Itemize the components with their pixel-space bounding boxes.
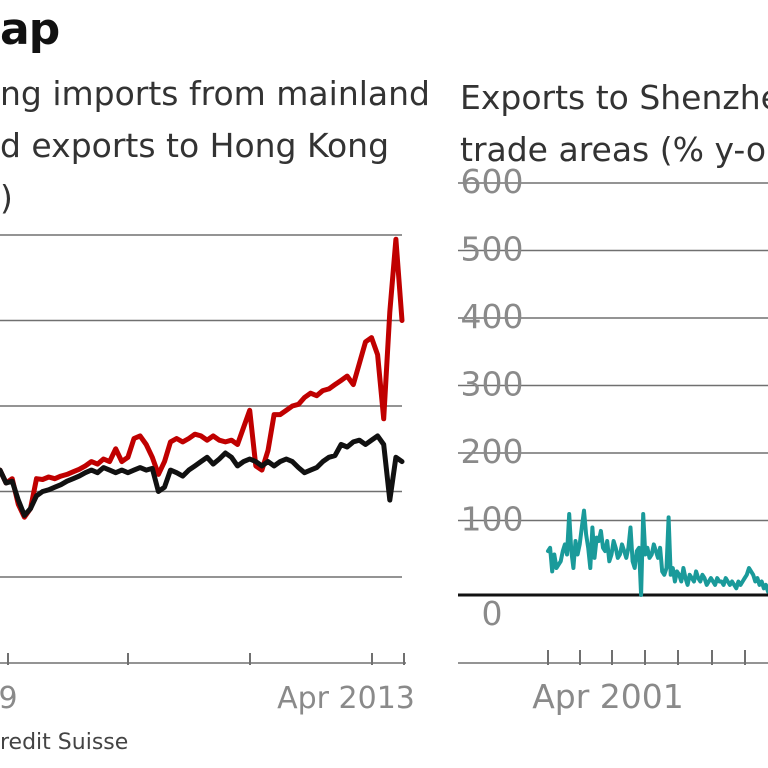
left-subtitle-line-1: ng imports from mainland — [0, 74, 430, 113]
left-subtitle-line-2: d exports to Hong Kong — [0, 126, 390, 165]
teal-series-line — [546, 508, 768, 597]
left-subtitle-line-3: ) — [0, 178, 13, 217]
left-chart-subtitle: ng imports from mainland d exports to Ho… — [0, 68, 430, 224]
chart-title: ap — [0, 4, 60, 55]
right-x-tick-label: Apr 2001 — [532, 677, 684, 716]
right-y-tick-label: 400 — [461, 297, 524, 336]
red-series-line — [0, 236, 405, 520]
left-x-tick-label: Apr 2013 — [277, 681, 415, 716]
right-y-tick-label: 300 — [461, 365, 524, 404]
right-chart-subtitle: Exports to Shenzhe trade areas (% y-o- — [460, 72, 768, 176]
right-y-tick-label: 100 — [461, 500, 524, 539]
right-y-tick-label: 500 — [461, 230, 524, 269]
right-subtitle-line-1: Exports to Shenzhe — [460, 78, 768, 117]
right-y-tick-label: 0 — [482, 594, 503, 633]
right-subtitle-line-2: trade areas (% y-o- — [460, 130, 768, 169]
source-note: redit Suisse — [0, 730, 129, 755]
right-y-tick-label: 200 — [461, 432, 524, 471]
right-y-tick-label: 600 — [461, 162, 524, 201]
left-x-tick-label: 9 — [0, 681, 18, 716]
black-series-line — [0, 433, 405, 518]
